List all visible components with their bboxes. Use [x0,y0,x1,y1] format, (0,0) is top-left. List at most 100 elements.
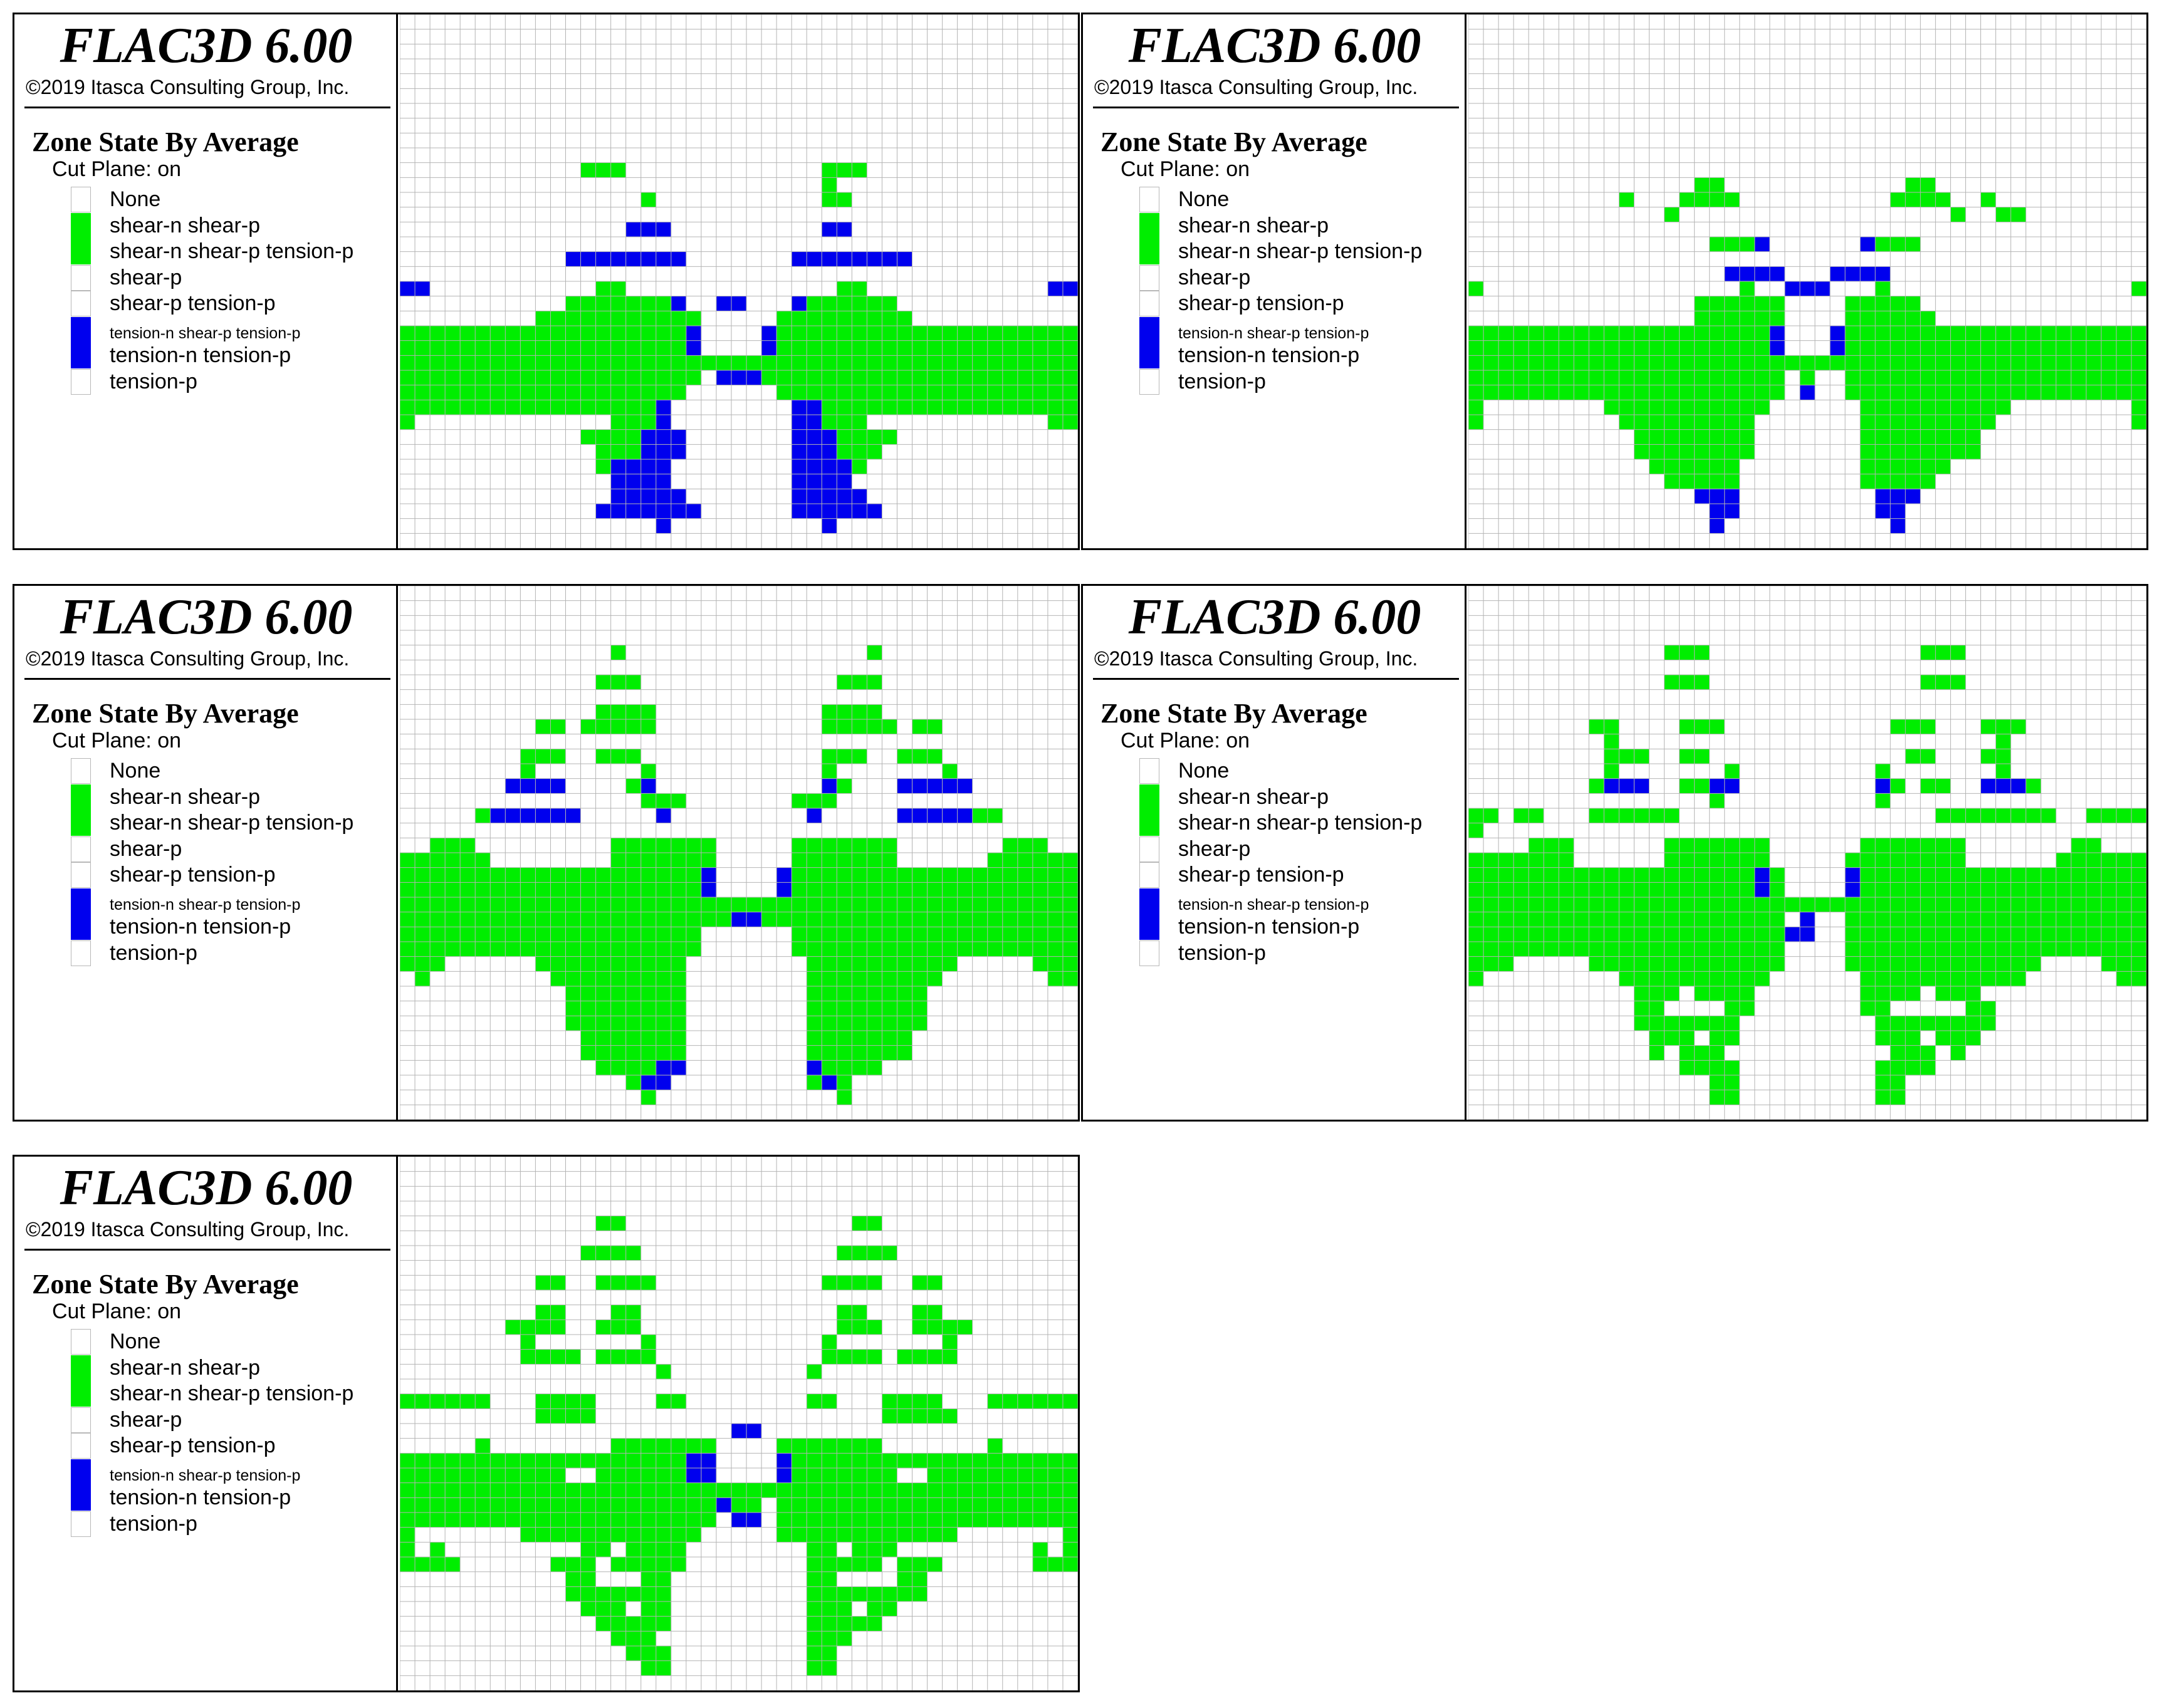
zone-shear [640,764,656,779]
zone-shear [1032,956,1078,972]
grid-lines [1468,14,2146,548]
zone-shear [1920,675,1966,690]
legend-label: shear-p [110,265,182,289]
zone-shear [822,1335,837,1350]
zone-shear [1860,415,1996,430]
zone-shear [1875,793,1891,808]
grid-lines [1468,586,2146,1120]
legend-divider [1093,107,1459,108]
legend-swatch [1139,187,1159,212]
zone-shear [837,778,852,794]
zone-tension [792,296,807,311]
legend-divider [1093,678,1459,680]
zone-shear [807,1601,852,1617]
zone-shear [580,429,596,445]
zone-shear [822,177,837,192]
zone-shear [580,719,656,734]
zone-shear [475,1438,491,1454]
zone-shear [1604,734,1619,749]
legend-label: shear-p tension-p [110,863,276,887]
legend-box: FLAC3D 6.00 ©2019 Itasca Consulting Group… [1083,14,1466,548]
zone-shear [1890,719,1936,734]
cut-plane-label: Cut Plane: on [1121,729,1250,752]
zone-shear [565,1586,671,1601]
zone-tension [1875,778,1891,794]
copyright-text: ©2019 Itasca Consulting Group, Inc. [26,76,350,98]
zone-shear [852,459,867,474]
zone-shear [1589,956,1785,972]
zone-shear [897,1557,943,1572]
zone-shear [1619,192,1634,207]
legend-label: None [1178,187,1230,211]
legend-swatch [71,914,91,940]
legend-swatch [71,239,91,264]
zone-shear [1890,1045,1936,1061]
zone-state-title: Zone State By Average [32,127,299,157]
legend-label: tension-n tension-p [1178,343,1360,367]
zone-shear [942,764,958,779]
zone-shear [1664,645,1710,660]
app-title: FLAC3D 6.00 [1128,18,1421,73]
cut-plane-label: Cut Plane: on [52,1299,182,1323]
legend-swatch [1139,316,1159,343]
legend-swatch [1139,291,1159,316]
zone-shear [882,1409,958,1424]
legend-box: FLAC3D 6.00 ©2019 Itasca Consulting Group… [14,586,398,1120]
zone-shear [400,956,446,972]
zone-grid-svg [400,586,1078,1120]
zone-shear [987,1438,1003,1454]
zone-shear [1032,1542,1048,1557]
zone-shear [1875,1031,1921,1046]
legend-label: tension-n tension-p [110,343,291,367]
zone-shear [1950,1045,1966,1061]
app-title: FLAC3D 6.00 [60,1160,353,1216]
zone-shear [1845,296,1921,311]
zone-shear [580,162,626,178]
zone-shear [1664,853,1770,868]
zone-grid-svg [400,1157,1078,1690]
zone-shear [1875,237,1921,252]
cut-plane-label: Cut Plane: on [52,157,182,181]
zone-shear [1468,853,1574,868]
legend-swatch [71,1355,91,1381]
zone-shear [1860,838,1966,853]
legend-swatch [1139,264,1159,291]
legend-label: shear-n shear-p [110,213,261,237]
zone-shear [1032,1557,1078,1572]
zone-tension [671,296,686,311]
zone-tension [656,808,671,823]
legend-swatch [1139,784,1159,810]
zone-shear [625,1646,671,1661]
zone-shear [610,853,716,868]
legend-swatch [71,1459,91,1485]
legend-divider [24,107,390,108]
legend-swatch [1139,914,1159,940]
legend-swatch [71,264,91,291]
app-title: FLAC3D 6.00 [60,18,353,73]
zone-tension [640,778,656,794]
zone-plot [400,1157,1078,1690]
zone-shear [595,459,611,474]
legend-swatch [1139,888,1159,914]
zone-shear [837,675,882,690]
zone-shear [1468,385,1785,400]
zone-shear [807,1364,822,1379]
zone-tension [716,370,762,385]
zone-shear [1664,474,1740,489]
legend-label: shear-p [110,836,182,861]
zone-shear [1980,192,1996,207]
legend-swatch [71,810,91,836]
legend-label: tension-p [1178,369,1266,393]
copyright-text: ©2019 Itasca Consulting Group, Inc. [1094,76,1418,98]
zone-shear [2026,778,2041,794]
legend-label: shear-n shear-p [1178,213,1329,237]
zone-shear [1619,415,1755,430]
zone-shear [807,1060,882,1075]
legend-swatch [71,187,91,212]
legend-swatch [1139,368,1159,395]
legend-swatch [71,1433,91,1459]
zone-shear [1860,474,1936,489]
legend-label: tension-p [1178,940,1266,965]
zone-shear [595,444,641,459]
zone-shear [656,1364,671,1379]
